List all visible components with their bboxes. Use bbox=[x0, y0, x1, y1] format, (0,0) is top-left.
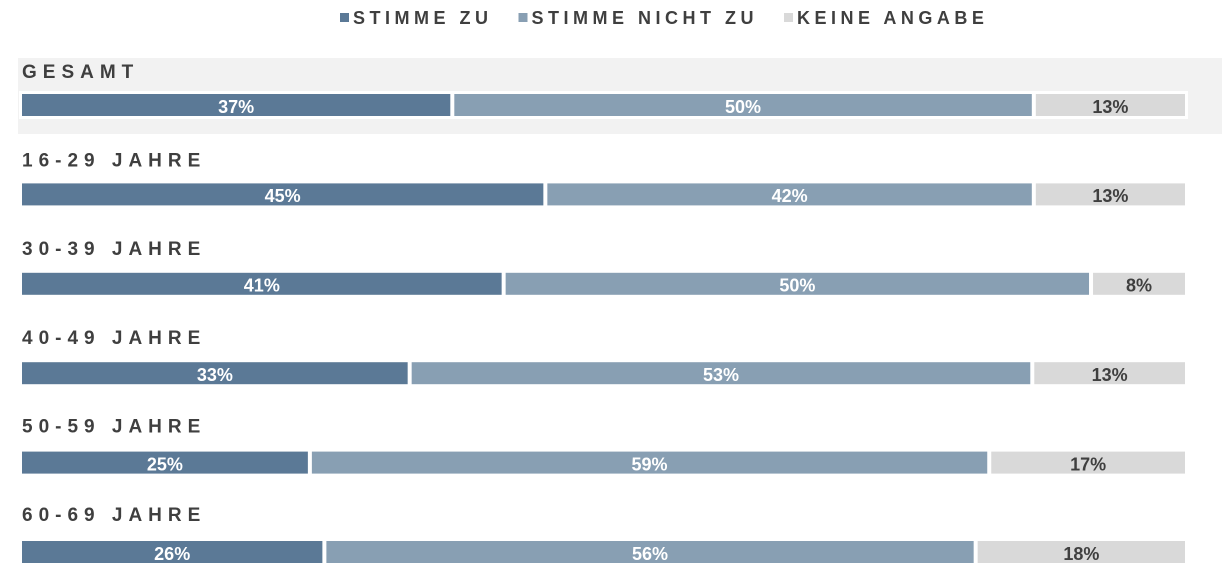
row-label: 30-39 JAHRE bbox=[22, 239, 206, 260]
value-label: 50% bbox=[725, 97, 761, 117]
value-label: 8% bbox=[1126, 276, 1152, 296]
bar-segment bbox=[1035, 183, 1185, 206]
row-label: 16-29 JAHRE bbox=[22, 151, 206, 172]
bar-segment bbox=[991, 451, 1185, 474]
value-label: 59% bbox=[632, 454, 668, 474]
legend-swatch bbox=[784, 13, 793, 22]
bar-segment bbox=[22, 362, 408, 385]
value-label: 25% bbox=[147, 454, 183, 474]
legend-swatch bbox=[340, 13, 349, 22]
row-label: GESAMT bbox=[22, 62, 139, 83]
value-label: 42% bbox=[772, 186, 808, 206]
value-label: 33% bbox=[197, 365, 233, 385]
bar-segment bbox=[22, 94, 451, 116]
value-label: 13% bbox=[1092, 186, 1128, 206]
value-label: 45% bbox=[265, 186, 301, 206]
value-label: 13% bbox=[1092, 97, 1128, 117]
bar-segment bbox=[1093, 272, 1185, 295]
bar-segment bbox=[311, 451, 988, 474]
bar-segment bbox=[22, 541, 323, 563]
legend-label: KEINE ANGABE bbox=[797, 8, 988, 28]
bar-segment bbox=[22, 272, 502, 295]
bar-segment bbox=[977, 541, 1185, 563]
value-label: 53% bbox=[703, 365, 739, 385]
bar-segment bbox=[411, 362, 1031, 385]
bar-segment bbox=[547, 183, 1032, 206]
bar-segment bbox=[1034, 362, 1185, 385]
value-label: 41% bbox=[244, 276, 280, 296]
legend-swatch bbox=[518, 13, 528, 22]
legend-label: STIMME NICHT ZU bbox=[532, 8, 759, 28]
bar-segment bbox=[505, 272, 1090, 295]
value-label: 37% bbox=[218, 97, 254, 117]
bar-segment bbox=[22, 183, 544, 206]
legend-label: STIMME ZU bbox=[353, 8, 493, 28]
bar-segment bbox=[22, 451, 308, 474]
row-label: 50-59 JAHRE bbox=[22, 416, 206, 437]
value-label: 26% bbox=[154, 544, 190, 563]
row-label: 60-69 JAHRE bbox=[22, 505, 206, 526]
value-label: 56% bbox=[632, 544, 668, 563]
value-label: 17% bbox=[1070, 454, 1106, 474]
bar-segment bbox=[1035, 94, 1185, 116]
bar-segment bbox=[454, 94, 1032, 116]
value-label: 18% bbox=[1063, 544, 1099, 563]
value-label: 13% bbox=[1092, 365, 1128, 385]
row-label: 40-49 JAHRE bbox=[22, 328, 206, 349]
bar-segment bbox=[326, 541, 974, 563]
value-label: 50% bbox=[779, 276, 815, 296]
